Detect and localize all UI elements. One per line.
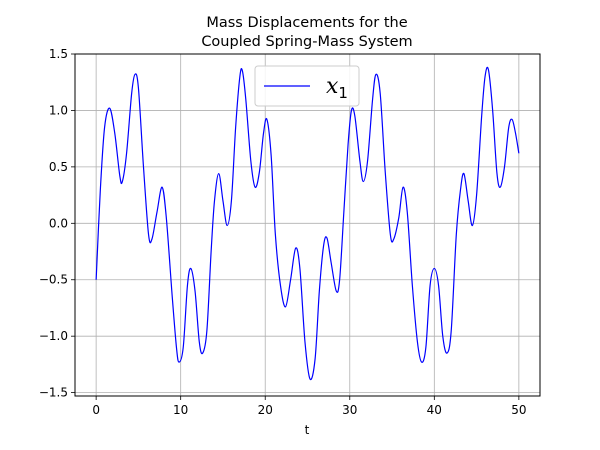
y-tick-label: −1.0 [39, 329, 68, 343]
y-tick-label: 0.0 [49, 216, 68, 230]
legend: x1 [254, 65, 360, 107]
y-tick-label: 0.5 [49, 160, 68, 174]
series-layer [95, 66, 520, 381]
chart-title-line-2: Coupled Spring-Mass System [201, 34, 412, 50]
x-tick-label: 30 [342, 403, 357, 417]
legend-label-subscript: 1 [338, 84, 348, 102]
x-tick-label: 0 [92, 403, 100, 417]
plot-frame [74, 53, 541, 397]
y-tick-label: 1.5 [49, 47, 68, 61]
y-tick-label: −0.5 [39, 273, 68, 287]
legend-label: x1 [326, 74, 348, 102]
y-tick-label: 1.0 [49, 103, 68, 117]
y-tick-label: −1.5 [39, 386, 68, 400]
chart-title-line-1: Mass Displacements for the [206, 15, 407, 31]
grid-lines [75, 53, 540, 396]
x-tick-label: 40 [427, 403, 442, 417]
legend-label-symbol: x [326, 74, 339, 99]
x-tick-label: 50 [511, 403, 526, 417]
axis-ticks: 0 10 20 30 40 50 −1.5 −1.0 −0.5 0.0 0.5 1.0 1.5 [39, 47, 527, 417]
x-axis-label: t [305, 423, 310, 437]
x-tick-label: 20 [258, 403, 273, 417]
x-tick-label: 10 [173, 403, 188, 417]
series-line-x1 [95, 66, 520, 381]
